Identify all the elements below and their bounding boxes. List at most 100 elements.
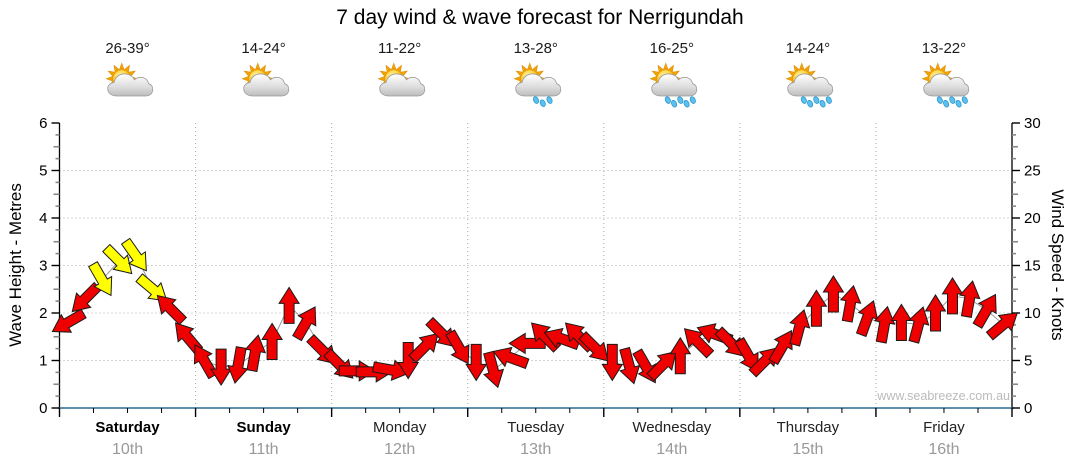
wind-arrow <box>278 286 301 324</box>
right-tick-label: 25 <box>1024 163 1041 180</box>
left-axis-label: Wave Height - Metres <box>6 183 25 347</box>
day-forecast-header: 11-22° <box>332 40 468 109</box>
day-date-label: 16th <box>928 441 960 458</box>
rain-drop <box>532 96 539 104</box>
cloud-shape <box>787 73 834 97</box>
wind-arrow <box>839 284 862 323</box>
cloud-shape <box>651 73 697 97</box>
day-forecast-header: 26-39° <box>60 40 196 109</box>
wind-arrow <box>51 308 87 333</box>
left-tick-label: 4 <box>39 210 47 227</box>
wind-arrow <box>156 294 188 326</box>
rain-drop <box>813 96 820 104</box>
day-forecast-header: 14-24° <box>196 40 332 109</box>
cloud-shape <box>106 73 153 97</box>
wind-arrow <box>71 281 102 313</box>
temperature-range-label: 14-24° <box>241 40 286 57</box>
wind-arrow <box>483 350 505 389</box>
wind-arrow <box>120 237 147 272</box>
cloud-shape <box>378 73 425 97</box>
right-tick-label: 5 <box>1024 353 1032 370</box>
wind-arrow <box>714 326 745 357</box>
temperature-range-label: 26-39° <box>105 40 150 57</box>
temperature-range-label: 13-22° <box>921 40 967 57</box>
sun-cloud-icon <box>240 62 289 97</box>
wind-arrow <box>87 261 113 297</box>
day-axis-label: Sunday 11th <box>196 419 332 459</box>
rain-drop <box>689 96 696 104</box>
right-tick-label: 0 <box>1024 400 1032 417</box>
day-date-label: 13th <box>520 441 552 458</box>
wind-arrow <box>445 329 470 365</box>
sun-cloud-icon <box>104 62 153 97</box>
page-title: 7 day wind & wave forecast for Nerrigund… <box>336 6 744 29</box>
sun-cloud-rain-icon <box>921 62 970 108</box>
sun-cloud-rain-icon <box>649 62 697 108</box>
wind-arrow <box>683 328 715 359</box>
right-tick-label: 10 <box>1024 305 1041 322</box>
wind-arrow <box>669 336 692 375</box>
wind-arrow <box>425 316 456 348</box>
day-date-label: 11th <box>248 441 279 458</box>
wind-arrow <box>408 332 439 364</box>
wind-arrow <box>619 346 641 385</box>
wind-arrow <box>465 343 488 382</box>
day-date-label: 12th <box>384 441 416 458</box>
right-tick-label: 15 <box>1024 258 1041 275</box>
wind-arrow <box>959 280 981 318</box>
wind-arrow <box>941 276 964 315</box>
right-tick-label: 20 <box>1024 210 1041 227</box>
rain-drop <box>670 99 677 108</box>
wind-arrow <box>972 293 997 329</box>
day-forecast-header: 16-25° <box>604 40 740 109</box>
sun-cloud-rain-icon <box>785 62 834 108</box>
wind-arrow <box>492 346 530 370</box>
day-axis-label: Thursday 15th <box>740 419 876 459</box>
temperature-range-label: 13-28° <box>513 40 558 57</box>
wind-arrow <box>244 334 267 373</box>
wind-arrow <box>985 312 1019 341</box>
wind-arrow <box>855 299 879 338</box>
day-name-label: Friday <box>923 419 965 436</box>
day-axis-label: Tuesday 13th <box>468 419 604 459</box>
wind-arrow <box>102 243 133 275</box>
temperature-range-label: 14-24° <box>785 40 831 57</box>
wind-arrow <box>646 350 677 382</box>
wind-arrow <box>135 273 168 302</box>
wind-arrow <box>873 305 896 344</box>
day-axis-label: Monday 12th <box>332 419 468 459</box>
rain-drop <box>825 96 832 104</box>
wind-arrow <box>261 322 284 360</box>
day-axis-label: Wednesday 14th <box>604 419 740 459</box>
day-axis-label: Friday 16th <box>876 419 1012 459</box>
sun-cloud-rain-icon <box>513 62 561 107</box>
rain-drop <box>800 96 807 104</box>
right-axis-label: Wind Speed - Knots <box>1048 189 1067 341</box>
cloud-shape <box>515 73 561 97</box>
rain-drop <box>961 96 968 104</box>
rain-drop <box>949 96 956 104</box>
left-tick-label: 0 <box>39 400 47 417</box>
temperature-range-label: 11-22° <box>378 40 422 57</box>
day-name-label: Thursday <box>776 419 840 436</box>
wind-arrow <box>227 346 249 384</box>
wind-arrow <box>890 303 913 341</box>
wind-arrow <box>601 343 624 382</box>
cloud-shape <box>923 73 970 97</box>
wind-arrow <box>578 331 609 362</box>
day-forecast-header: 13-22° <box>876 40 1012 109</box>
left-tick-label: 6 <box>39 115 47 132</box>
rain-drop <box>943 99 950 108</box>
day-name-label: Monday <box>372 419 427 436</box>
left-tick-label: 1 <box>39 353 47 370</box>
rain-drop <box>819 99 826 108</box>
wind-arrow <box>789 309 811 347</box>
wind-arrow <box>805 289 828 327</box>
wind-arrow <box>210 348 233 387</box>
day-date-label: 14th <box>656 441 688 458</box>
cloud-shape <box>242 73 289 97</box>
day-name-label: Sunday <box>236 419 291 436</box>
rain-drop <box>539 99 546 107</box>
rain-drop <box>683 99 690 108</box>
